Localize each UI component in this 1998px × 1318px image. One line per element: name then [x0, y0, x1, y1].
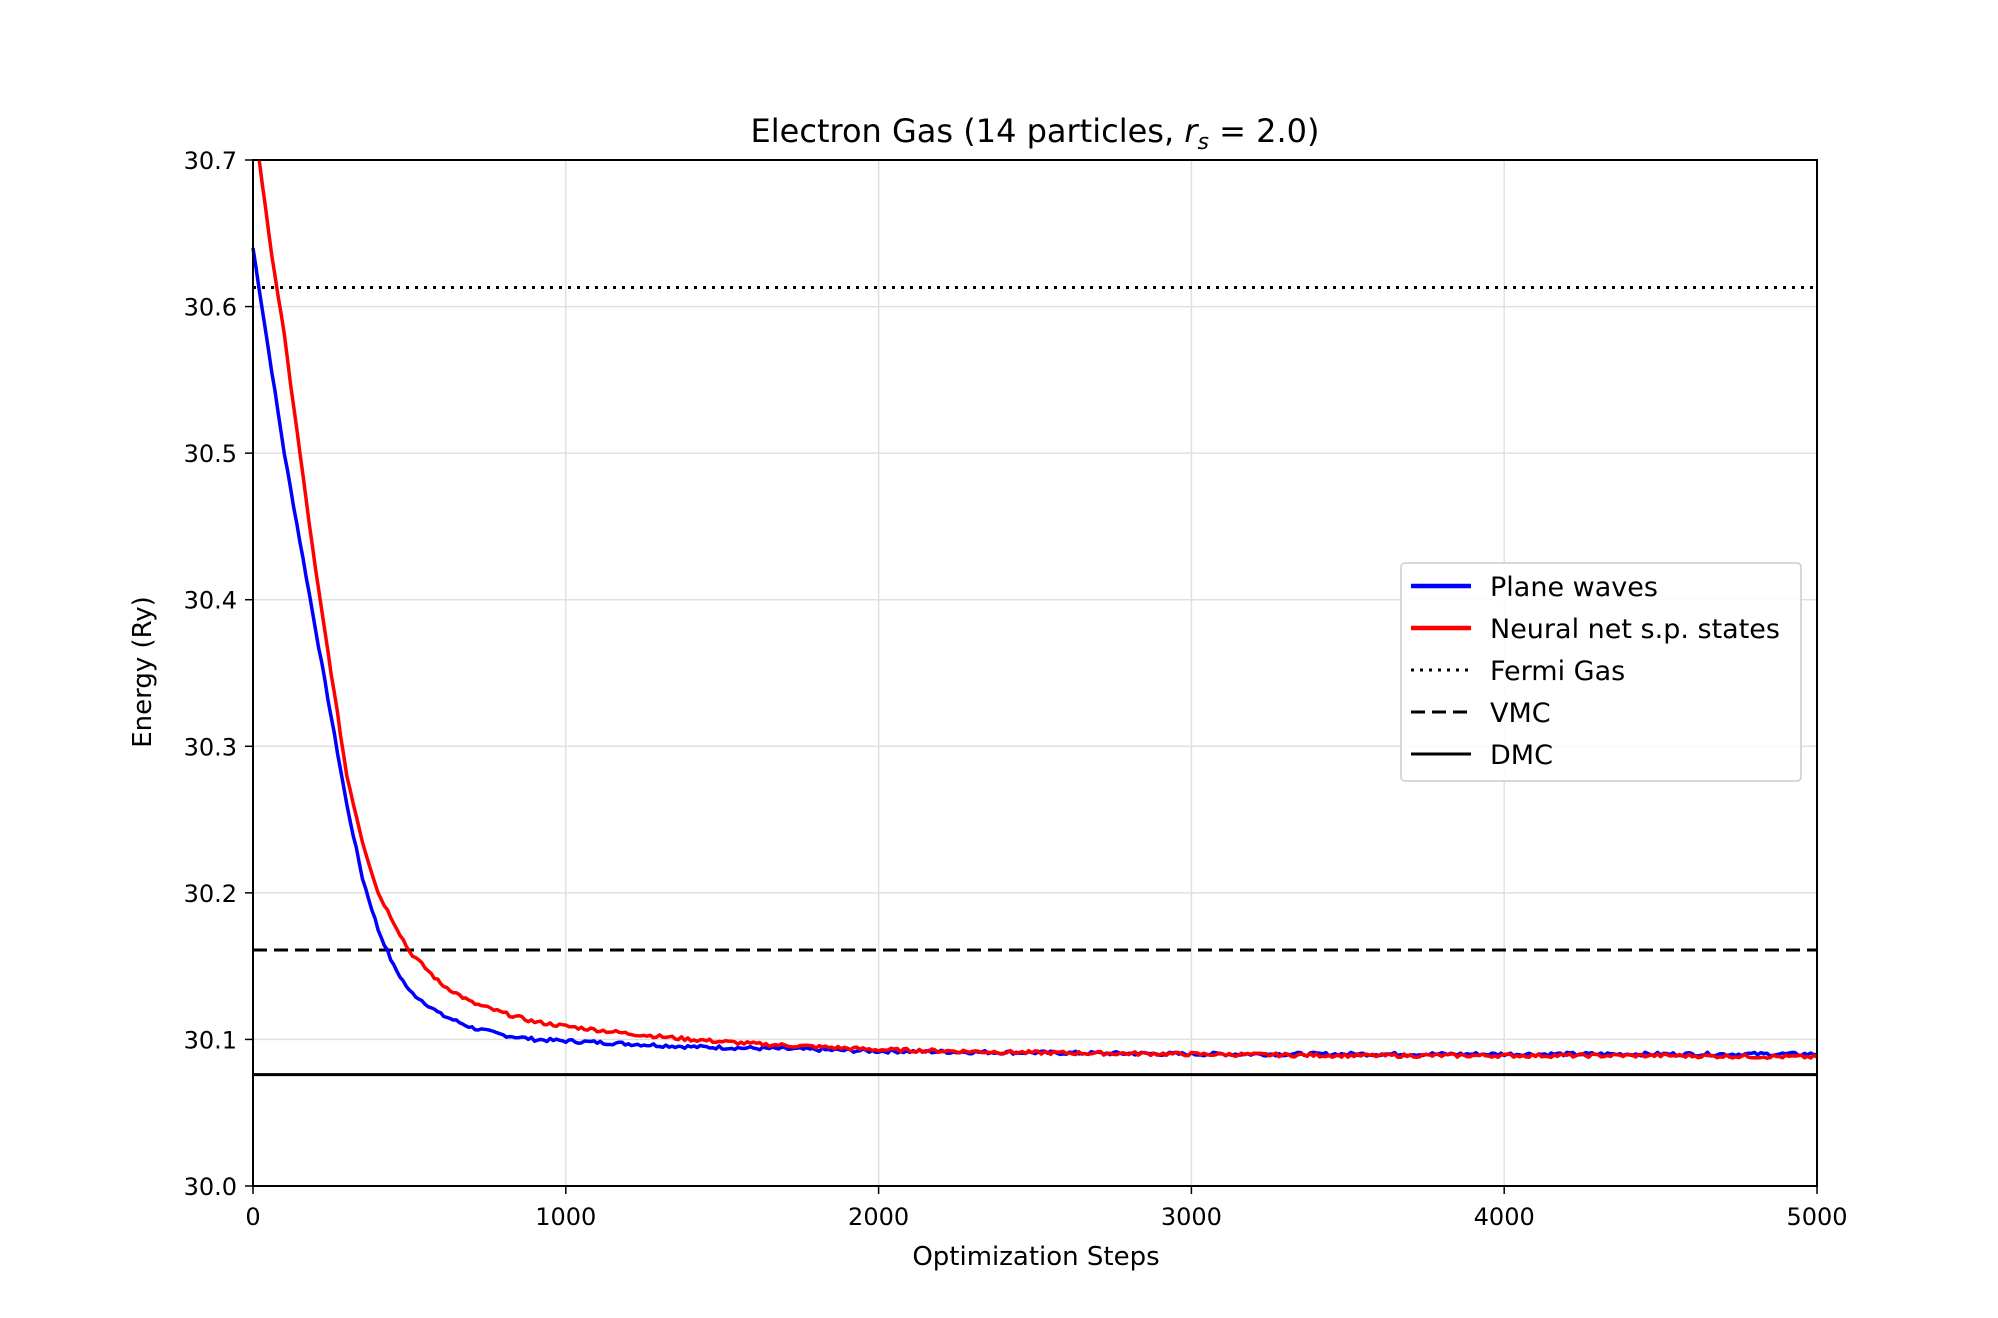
x-tick-label: 2000: [848, 1203, 909, 1231]
title-text: Electron Gas (14 particles,: [751, 112, 1185, 150]
legend-box: [1400, 562, 1802, 782]
y-tick-label: 30.2: [184, 880, 237, 908]
series-line: [257, 160, 1818, 1060]
x-axis-ticks: 0 1000 2000 3000 4000 5000: [245, 1186, 1848, 1231]
legend-label: Plane waves: [1490, 572, 1658, 603]
y-tick-label: 30.4: [184, 587, 237, 615]
x-tick-label: 3000: [1161, 1203, 1222, 1231]
legend-label: Neural net s.p. states: [1490, 614, 1780, 645]
title-subscript: s: [1197, 130, 1208, 155]
legend: Plane waves Neural net s.p. states Fermi G…: [1400, 562, 1802, 782]
x-tick-label: 0: [245, 1203, 260, 1231]
chart-title: Electron Gas (14 particles, rs = 2.0): [751, 112, 1320, 155]
y-axis-label: Energy (Ry): [128, 596, 158, 748]
y-tick-label: 30.7: [184, 147, 237, 175]
title-variable: r: [1184, 112, 1199, 150]
series-lines: [251, 160, 1818, 1060]
legend-label: DMC: [1490, 740, 1553, 771]
plot-frame: [252, 159, 1818, 1187]
x-axis-label: Optimization Steps: [912, 1242, 1159, 1272]
x-tick-label: 5000: [1786, 1203, 1847, 1231]
y-tick-label: 30.6: [184, 294, 237, 322]
x-tick-label: 1000: [535, 1203, 596, 1231]
y-tick-label: 30.0: [184, 1173, 237, 1201]
legend-label: VMC: [1490, 698, 1551, 729]
x-tick-label: 4000: [1474, 1203, 1535, 1231]
legend-label: Fermi Gas: [1490, 656, 1625, 687]
y-tick-label: 30.3: [184, 733, 237, 761]
y-tick-label: 30.1: [184, 1026, 237, 1054]
title-suffix: = 2.0): [1209, 112, 1320, 150]
series-line: [251, 247, 1818, 1058]
y-tick-label: 30.5: [184, 440, 237, 468]
reference-lines: [253, 286, 1817, 1077]
y-axis-ticks: 30.0 30.1 30.2 30.3 30.4 30.5 30.6 30.7: [184, 147, 253, 1201]
